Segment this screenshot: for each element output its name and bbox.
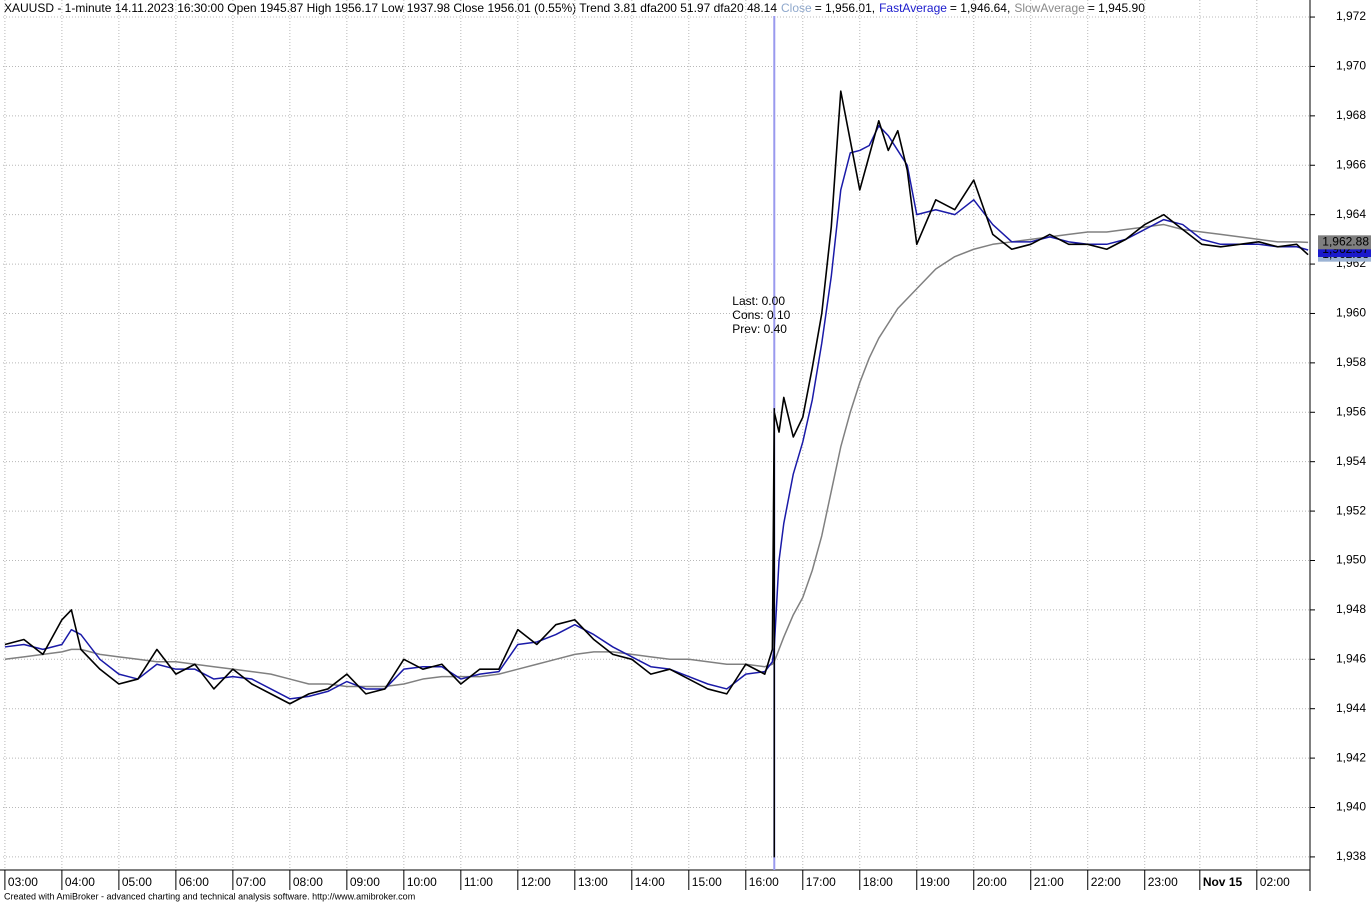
x-tick-label: 19:00	[920, 875, 950, 889]
x-tick-label: 17:00	[806, 875, 836, 889]
last-value-tag	[1318, 235, 1371, 250]
annotation: Cons: 0.10	[732, 308, 790, 322]
series-line	[4, 124, 1309, 700]
x-tick-label: 15:00	[692, 875, 722, 889]
series-line	[4, 223, 1309, 688]
x-tick-label: 16:00	[749, 875, 779, 889]
x-tick-label: 03:00	[8, 875, 38, 889]
y-tick-label: 1,948	[1336, 602, 1366, 616]
y-tick-label: 1,954	[1336, 454, 1366, 468]
x-tick-label: 13:00	[578, 875, 608, 889]
y-tick-label: 1,950	[1336, 553, 1366, 567]
x-tick-label: 10:00	[407, 875, 437, 889]
x-tick-label: 08:00	[293, 875, 323, 889]
y-tick-label: 1,946	[1336, 651, 1366, 665]
title-text: XAUUSD - 1-minute 14.11.2023 16:30:00 Op…	[4, 1, 777, 15]
legend-value: = 1,946.64,	[950, 1, 1010, 15]
y-tick-label: 1,958	[1336, 355, 1366, 369]
x-tick-label: 12:00	[521, 875, 551, 889]
annotation: Prev: 0.40	[732, 322, 787, 336]
legend-value: = 1,945.90	[1088, 1, 1145, 15]
x-tick-label: 14:00	[635, 875, 665, 889]
x-tick-label: 18:00	[863, 875, 893, 889]
footer: Created with AmiBroker - advanced charti…	[4, 891, 415, 901]
legend-name: SlowAverage	[1014, 1, 1085, 15]
x-tick-label: 21:00	[1034, 875, 1064, 889]
y-tick-label: 1,968	[1336, 108, 1366, 122]
y-tick-label: 1,952	[1336, 503, 1366, 517]
y-tick-label: 1,938	[1336, 849, 1366, 863]
x-tick-label: 07:00	[236, 875, 266, 889]
last-value-label: 1,962.88	[1322, 234, 1369, 248]
y-tick-label: 1,960	[1336, 306, 1366, 320]
x-tick-label: 06:00	[179, 875, 209, 889]
annotation: Last: 0.00	[732, 294, 785, 308]
x-tick-label: 20:00	[977, 875, 1007, 889]
y-tick-label: 1,940	[1336, 800, 1366, 814]
y-tick-label: 1,966	[1336, 157, 1366, 171]
chart-title: XAUUSD - 1-minute 14.11.2023 16:30:00 Op…	[4, 1, 1145, 15]
y-tick-label: 1,964	[1336, 207, 1366, 221]
x-tick-label: 22:00	[1091, 875, 1121, 889]
y-tick-label: 1,956	[1336, 404, 1366, 418]
x-tick-label: 09:00	[350, 875, 380, 889]
x-tick-label: Nov 15	[1203, 875, 1243, 889]
x-tick-label: 04:00	[65, 875, 95, 889]
x-tick-label: 02:00	[1260, 875, 1290, 889]
x-tick-label: 05:00	[122, 875, 152, 889]
series-line	[4, 90, 1309, 705]
x-tick-label: 11:00	[464, 875, 493, 889]
y-tick-label: 1,942	[1336, 750, 1366, 764]
y-tick-label: 1,970	[1336, 59, 1366, 73]
x-tick-label: 23:00	[1148, 875, 1178, 889]
y-tick-label: 1,972	[1336, 9, 1366, 23]
legend-name: FastAverage	[879, 1, 947, 15]
legend-value: = 1,956.01,	[815, 1, 875, 15]
y-tick-label: 1,944	[1336, 701, 1366, 715]
legend-name: Close	[781, 1, 812, 15]
